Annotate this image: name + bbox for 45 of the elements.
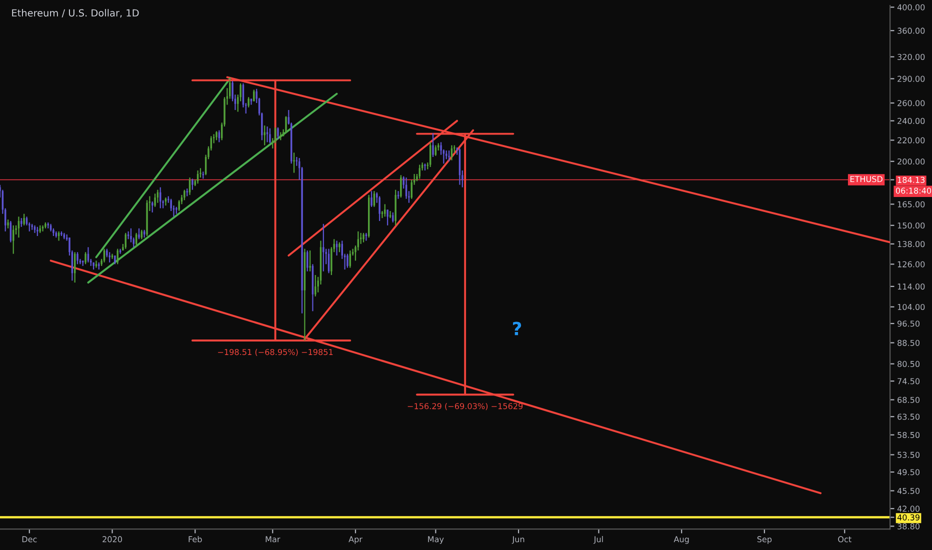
x-tick-label: 2020 <box>102 536 122 542</box>
x-tick-label: Apr <box>348 536 362 544</box>
x-tick-label: Dec <box>22 536 37 542</box>
y-tick-label: 49.50 <box>897 469 920 476</box>
y-tick-label: 220.00 <box>898 137 925 144</box>
y-tick-label: 260.00 <box>898 100 925 106</box>
y-tick-label: 360.00 <box>898 28 925 34</box>
y-tick-label: 38.80 <box>898 523 920 530</box>
x-tick-label: Mar <box>266 536 280 542</box>
y-tick-label: 68.50 <box>898 396 920 403</box>
chart-title: Ethereum / U.S. Dollar, 1D <box>12 9 139 18</box>
x-tick-label: Aug <box>674 536 689 544</box>
y-tick-label: 88.50 <box>898 340 920 346</box>
x-tick-label: May <box>428 536 444 544</box>
y-tick-label: 400.00 <box>897 4 925 10</box>
x-tick-label: Jul <box>593 536 603 544</box>
y-tick-label: 165.00 <box>898 201 925 208</box>
y-tick-label: 74.50 <box>898 378 920 384</box>
text: 06:18:40 <box>896 188 932 194</box>
y-tick-label: 104.00 <box>898 304 925 310</box>
y-tick-label: 96.50 <box>898 320 920 327</box>
y-tick-label: 40.39 <box>897 514 920 520</box>
y-tick-label: 53.50 <box>898 452 920 458</box>
y-tick-label: 80.50 <box>898 360 920 368</box>
annotation: −198.51 (−68.95%) −19851 <box>218 348 333 356</box>
x-tick-label: Oct <box>838 536 852 542</box>
x-tick-label: Jun <box>512 536 524 544</box>
y-tick-label: 290.00 <box>898 76 925 82</box>
y-tick-label: 126.00 <box>898 261 925 268</box>
x-tick-label: Sep <box>757 536 772 544</box>
y-tick-label: 150.00 <box>898 222 925 229</box>
y-tick-label: 320.00 <box>898 54 925 60</box>
y-tick-label: 42.00 <box>897 506 920 512</box>
ref-line-label: ETHUSD <box>850 176 882 182</box>
y-tick-label: 200.00 <box>898 158 925 165</box>
x-tick-label: Feb <box>188 536 202 542</box>
y-tick-label: 45.50 <box>897 488 920 494</box>
y-tick-label: 114.00 <box>898 284 925 290</box>
annotation: −156.29 (−69.03%) −15629 <box>408 402 523 410</box>
y-tick-label: 58.50 <box>898 432 920 438</box>
y-tick-label: 184.13 <box>898 176 925 183</box>
y-tick-label: 240.00 <box>898 118 925 124</box>
y-tick-label: 138.00 <box>898 241 925 248</box>
y-tick-label: 63.50 <box>898 414 920 420</box>
annotation: ? <box>513 322 522 336</box>
